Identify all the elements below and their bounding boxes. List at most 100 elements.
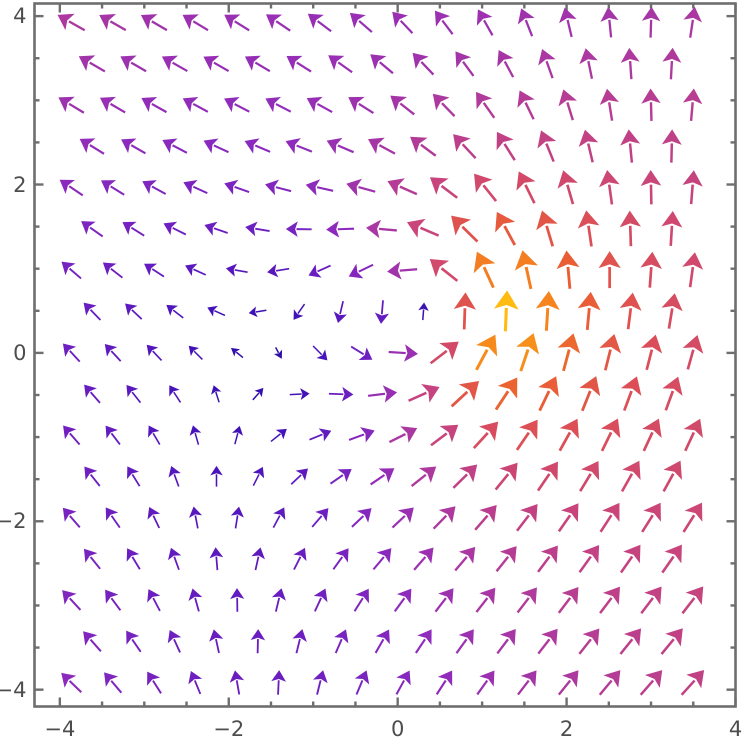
arrow-shaft xyxy=(422,309,425,321)
arrow-shaft xyxy=(689,184,694,205)
arrow-head xyxy=(599,88,619,105)
arrow-shaft xyxy=(580,390,592,412)
arrow-shaft xyxy=(587,225,593,247)
arrow-shaft xyxy=(462,61,475,77)
arrow-shaft xyxy=(152,350,163,361)
arrow-shaft xyxy=(316,186,334,192)
arrow-head xyxy=(537,130,557,149)
arrow-shaft xyxy=(517,679,530,696)
arrow-head xyxy=(333,311,347,323)
arrow-head xyxy=(189,425,202,436)
arrow-shaft xyxy=(213,227,228,234)
arrow-shaft xyxy=(378,227,397,232)
arrow-head xyxy=(476,91,493,110)
arrow-shaft xyxy=(275,20,291,32)
arrow-shaft xyxy=(686,349,695,370)
arrow-head xyxy=(559,7,577,24)
arrow-shaft xyxy=(316,680,322,695)
arrow-shaft xyxy=(194,597,200,612)
arrow-shaft xyxy=(503,60,515,78)
arrow-shaft xyxy=(434,597,447,613)
arrow-shaft xyxy=(254,61,271,73)
arrow-head xyxy=(517,8,535,25)
arrow-head xyxy=(541,628,558,646)
arrow-head xyxy=(313,588,328,603)
arrow-head xyxy=(254,387,264,398)
arrow-shaft xyxy=(131,309,143,320)
arrow-shaft xyxy=(537,638,551,655)
arrow-head xyxy=(455,51,472,69)
arrow-shaft xyxy=(296,144,313,153)
arrow-shaft xyxy=(337,227,355,231)
arrow-head xyxy=(602,586,621,605)
arrow-shaft xyxy=(234,515,239,529)
arrow-head xyxy=(286,55,303,71)
arrow-head xyxy=(516,333,540,355)
arrow-shaft xyxy=(192,185,208,194)
arrow-head xyxy=(387,261,402,280)
arrow-shaft xyxy=(194,432,200,445)
arrow-shaft xyxy=(358,186,376,193)
arrow-head xyxy=(209,629,224,642)
arrow-head xyxy=(561,503,579,523)
arrow-shaft xyxy=(374,638,385,654)
arrow-shaft xyxy=(152,680,162,694)
arrow-shaft xyxy=(277,680,280,695)
arrow-head xyxy=(147,589,161,603)
arrow-head xyxy=(622,460,641,481)
arrow-shaft xyxy=(332,556,344,570)
arrow-shaft xyxy=(312,345,323,356)
arrow-shaft xyxy=(538,390,551,412)
arrow-head xyxy=(641,334,663,354)
arrow-head xyxy=(182,14,199,30)
arrow-shaft xyxy=(587,60,594,80)
arrow-head xyxy=(78,55,96,72)
arrow-head xyxy=(600,418,621,439)
arrow-head xyxy=(661,129,682,145)
arrow-shaft xyxy=(399,185,418,196)
arrow-head xyxy=(313,670,328,684)
arrow-shaft xyxy=(430,432,448,447)
arrow-head xyxy=(122,221,137,235)
arrow-shaft xyxy=(311,515,323,528)
arrow-head xyxy=(602,502,620,522)
arrow-head xyxy=(63,425,77,440)
arrow-shaft xyxy=(309,433,323,441)
arrow-head xyxy=(83,302,97,316)
arrow-shaft xyxy=(193,350,203,360)
arrow-head xyxy=(211,385,222,395)
arrow-head xyxy=(230,506,244,518)
arrow-head xyxy=(641,88,661,104)
arrow-shaft xyxy=(372,556,385,571)
arrow-head xyxy=(540,461,558,481)
arrow-head xyxy=(99,96,116,113)
arrow-head xyxy=(410,136,428,154)
arrow-shaft xyxy=(557,597,572,614)
arrow-head xyxy=(57,13,75,31)
arrow-shaft xyxy=(598,679,613,696)
arrow-head xyxy=(225,263,238,277)
arrow-head xyxy=(407,218,426,238)
arrow-head xyxy=(105,507,119,521)
arrow-shaft xyxy=(110,268,123,279)
arrow-head xyxy=(623,628,642,647)
arrow-head xyxy=(348,263,364,279)
arrow-shaft xyxy=(642,431,654,452)
arrow-shaft xyxy=(495,555,510,573)
arrow-head xyxy=(558,89,577,107)
arrow-shaft xyxy=(110,515,121,529)
arrow-shaft xyxy=(234,103,250,113)
arrow-shaft xyxy=(414,638,426,654)
arrow-head xyxy=(577,291,601,311)
arrow-head xyxy=(514,250,539,271)
arrow-shaft xyxy=(544,307,550,331)
arrow-head xyxy=(419,466,437,483)
arrow-head xyxy=(599,169,620,188)
arrow-shaft xyxy=(254,556,260,571)
arrow-head xyxy=(209,547,224,559)
arrow-head xyxy=(273,507,286,520)
arrow-head xyxy=(664,544,682,564)
arrow-head xyxy=(105,589,119,604)
arrow-shaft xyxy=(131,638,142,653)
arrow-head xyxy=(599,334,622,354)
